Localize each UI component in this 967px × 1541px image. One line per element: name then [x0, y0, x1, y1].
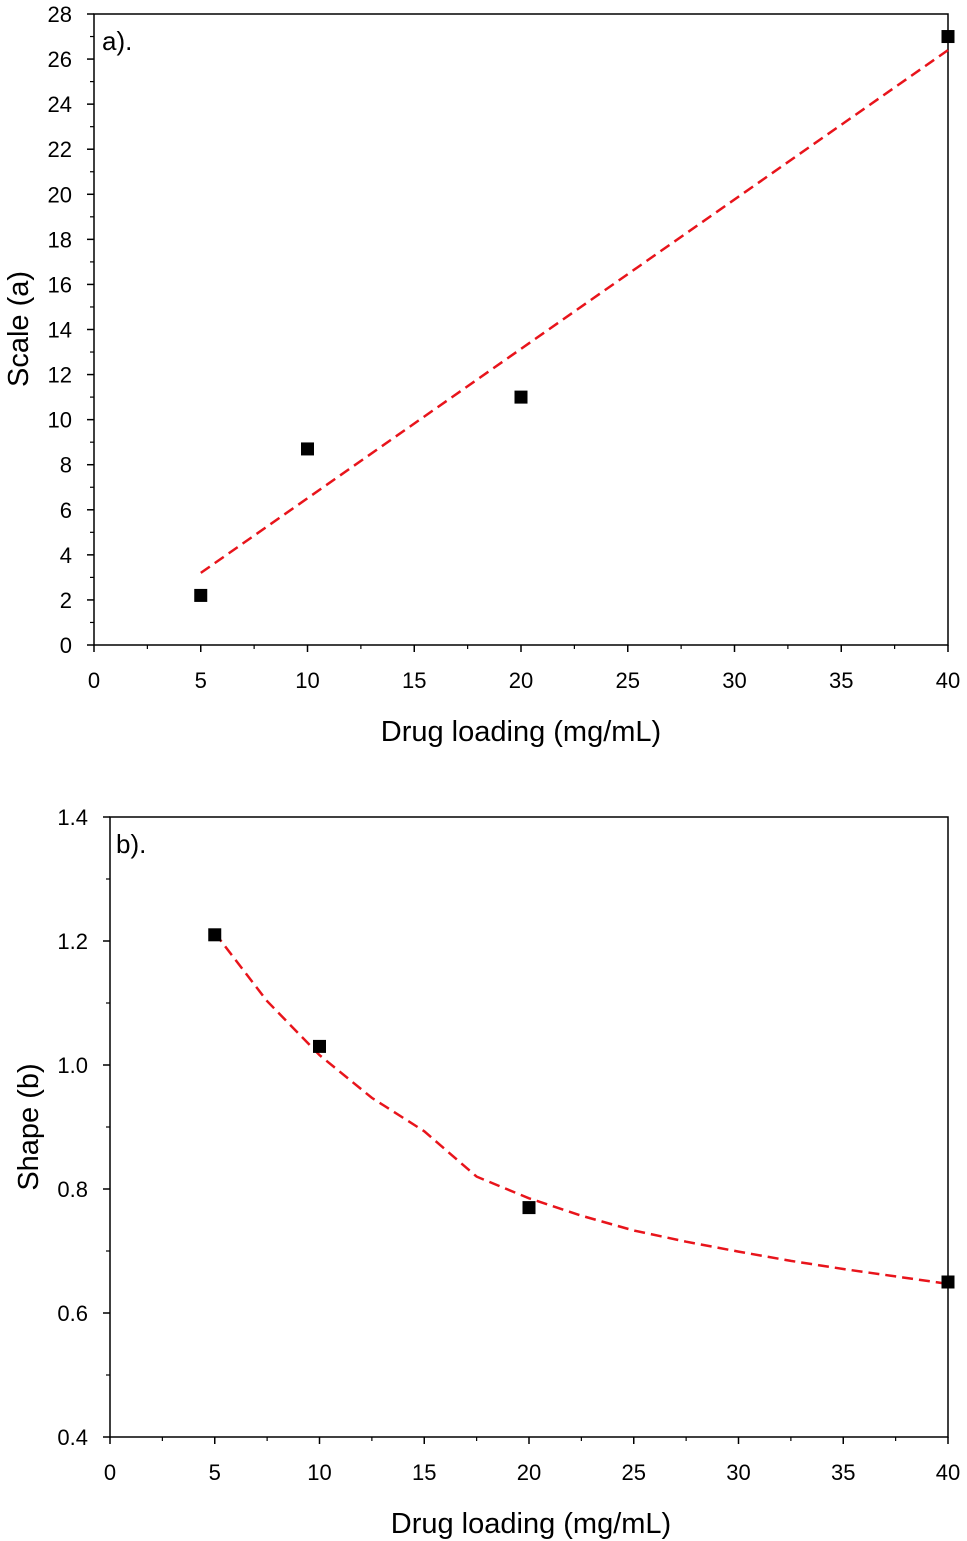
x-tick-label: 35 — [829, 668, 853, 693]
panel-b-plot-frame — [109, 816, 949, 1438]
panel-b-x-axis-title: Drug loading (mg/mL) — [391, 1508, 671, 1540]
x-tick-label: 5 — [195, 668, 207, 693]
y-tick-label: 22 — [48, 137, 72, 162]
panel-a-x-ticks: 0 5 10 15 20 25 30 35 40 — [88, 645, 960, 693]
y-tick-label: 2 — [60, 588, 72, 613]
panel-a-plot-frame — [93, 13, 949, 646]
panel-a-y-axis-title: Scale (a) — [3, 271, 35, 387]
y-tick-label: 18 — [48, 227, 72, 252]
y-tick-label: 26 — [48, 47, 72, 72]
x-tick-label: 30 — [722, 668, 746, 693]
x-tick-label: 15 — [402, 668, 426, 693]
x-tick-label: 30 — [726, 1460, 750, 1485]
x-tick-label: 5 — [209, 1460, 221, 1485]
panel-b-tag: b). — [116, 829, 146, 859]
y-tick-label: 10 — [48, 408, 72, 433]
panel-b-x-ticks: 0 5 10 15 20 25 30 35 40 — [104, 1437, 960, 1485]
y-tick-label: 16 — [48, 272, 72, 297]
y-tick-label: 1.0 — [57, 1053, 88, 1078]
panel-a-x-axis-title: Drug loading (mg/mL) — [381, 716, 661, 748]
x-tick-label: 10 — [307, 1460, 331, 1485]
y-tick-label: 8 — [60, 453, 72, 478]
fit-line — [200, 49, 949, 574]
data-point — [941, 30, 955, 44]
x-tick-label: 40 — [936, 1460, 960, 1485]
y-tick-label: 20 — [48, 182, 72, 207]
y-tick-label: 14 — [48, 318, 72, 343]
data-point — [522, 1201, 536, 1215]
data-point — [313, 1039, 326, 1053]
x-tick-label: 25 — [622, 1460, 646, 1485]
x-tick-label: 15 — [412, 1460, 436, 1485]
data-point — [941, 1275, 955, 1289]
data-point — [514, 390, 528, 404]
y-tick-label: 28 — [48, 2, 72, 27]
y-tick-label: 1.4 — [57, 805, 88, 830]
x-tick-label: 40 — [936, 668, 960, 693]
x-tick-label: 20 — [517, 1460, 541, 1485]
panel-b-fit-group — [213, 932, 949, 1286]
panel-b-points — [208, 928, 955, 1289]
panel-b-y-ticks: 0.4 0.6 0.8 1.0 1.2 1.4 — [57, 805, 110, 1450]
y-tick-label: 0.8 — [57, 1177, 88, 1202]
panel-b-y-axis-title: Shape (b) — [13, 1063, 45, 1190]
y-tick-label: 6 — [60, 498, 72, 523]
y-tick-label: 0.6 — [57, 1301, 88, 1326]
y-tick-label: 24 — [48, 92, 72, 117]
x-tick-label: 0 — [88, 668, 100, 693]
fit-line — [213, 932, 949, 1286]
x-tick-label: 25 — [616, 668, 640, 693]
x-tick-label: 0 — [104, 1460, 116, 1485]
x-tick-label: 35 — [831, 1460, 855, 1485]
data-point — [208, 928, 222, 942]
y-tick-label: 1.2 — [57, 929, 88, 954]
x-tick-label: 20 — [509, 668, 533, 693]
data-point — [301, 442, 314, 456]
y-tick-label: 4 — [60, 543, 72, 568]
x-tick-label: 10 — [295, 668, 319, 693]
y-tick-label: 12 — [48, 363, 72, 388]
panel-a-fit-group — [200, 49, 949, 574]
panel-b-chart: 0.40.60.81.01.21.4 0 5 10 15 20 25 30 35 40 b). … — [13, 805, 960, 1540]
panel-a-points — [194, 30, 955, 602]
y-tick-label: 0 — [60, 633, 72, 658]
data-point — [194, 588, 208, 602]
panel-a-tag: a). — [102, 26, 132, 56]
y-tick-label: 0.4 — [57, 1425, 88, 1450]
